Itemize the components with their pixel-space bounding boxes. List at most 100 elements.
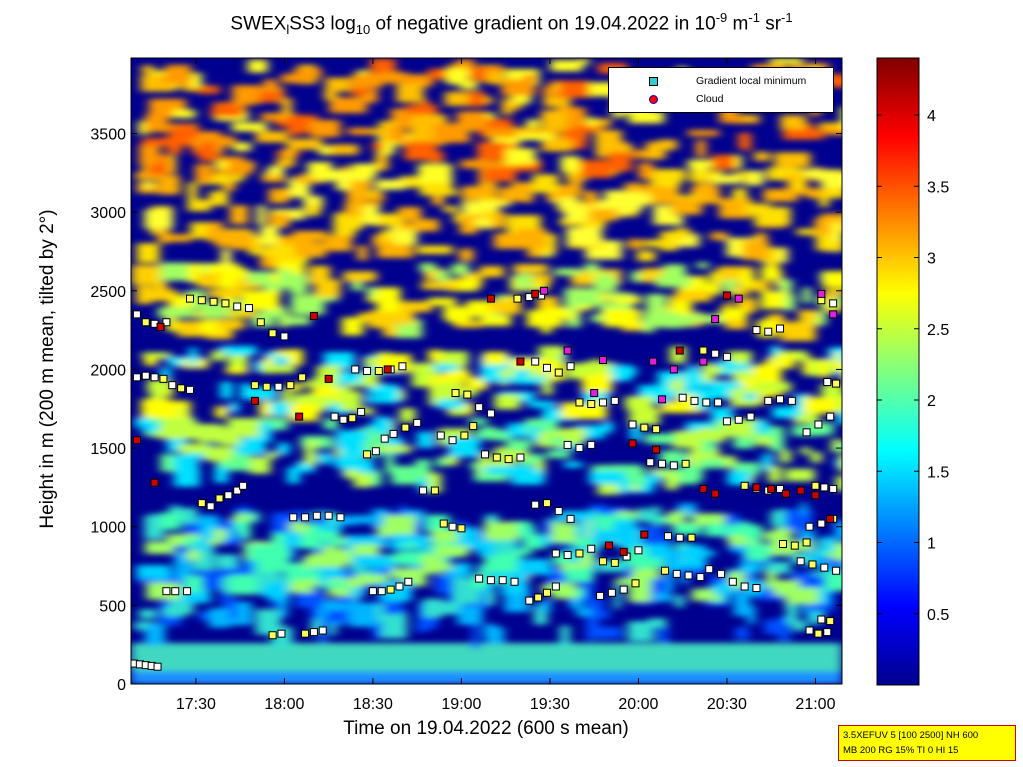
heat-cell [841, 111, 842, 130]
heat-cell [196, 424, 223, 443]
heat-cell [543, 96, 571, 108]
legend-label: Cloud [696, 93, 724, 105]
heat-cell [840, 350, 842, 364]
heat-cell [267, 451, 278, 459]
heat-cell [804, 129, 825, 140]
heat-cell [229, 401, 239, 413]
heat-cell [135, 172, 165, 181]
heat-cell [617, 529, 637, 548]
gradient-minimum-marker [209, 297, 218, 306]
heat-cell [563, 205, 580, 216]
heat-cell [649, 472, 660, 485]
heat-cell [519, 453, 544, 466]
heat-cell [380, 120, 393, 141]
heat-cell [734, 356, 748, 365]
gradient-minimum-marker [498, 576, 507, 585]
y-tick-label: 500 [99, 598, 126, 615]
heat-cell [647, 169, 686, 182]
heat-cell [822, 536, 835, 552]
heat-cell [628, 468, 646, 486]
heat-cell [739, 114, 760, 123]
heat-cell [380, 229, 397, 241]
heat-cell [341, 317, 364, 336]
gradient-minimum-marker [318, 626, 327, 635]
heat-cell [613, 296, 641, 304]
heat-cell [325, 235, 352, 252]
heat-cell [136, 565, 171, 579]
heat-cell [764, 619, 783, 635]
gradient-minimum-marker [687, 533, 696, 542]
heat-cell [344, 204, 362, 216]
heat-cell [275, 158, 296, 168]
heat-cell [658, 516, 672, 524]
heat-cell [380, 614, 408, 639]
x-axis: 17:30 18:00 18:30 19:00 19:30 20:00 20:30 21:00 [176, 58, 836, 713]
gradient-minimum-marker [711, 315, 720, 324]
heat-cell [825, 571, 842, 592]
heat-cell [753, 382, 792, 392]
heat-cell [335, 391, 344, 405]
heat-cell [656, 275, 691, 288]
gradient-minimum-marker [504, 455, 513, 464]
y-tick-label: 2500 [90, 284, 126, 301]
heat-cell [806, 188, 831, 199]
heat-cell [779, 449, 791, 463]
heat-cell [326, 538, 352, 547]
heat-cell [165, 64, 191, 82]
gradient-minimum-marker [814, 629, 823, 638]
gradient-minimum-marker [817, 615, 826, 624]
cloud-marker [486, 294, 495, 303]
gradient-minimum-marker [439, 519, 448, 528]
heat-cell [660, 231, 678, 251]
heat-cell [527, 250, 542, 258]
colorbar-tick-label: 1.5 [927, 464, 949, 481]
heat-cell [434, 545, 469, 557]
gradient-minimum-marker [371, 447, 380, 456]
heat-cell [627, 239, 643, 249]
heat-cell [753, 397, 767, 405]
heat-cell [172, 109, 196, 119]
heat-cell [147, 379, 171, 393]
heat-cell [541, 110, 568, 130]
heat-cell [702, 439, 714, 454]
heat-cell [550, 59, 583, 72]
heat-cell [691, 588, 720, 602]
gradient-minimum-marker [669, 365, 678, 374]
heat-cell [174, 454, 199, 473]
heat-cell [358, 128, 388, 135]
heat-cell [353, 574, 389, 585]
cloud-marker [781, 489, 790, 498]
gradient-minimum-marker [590, 389, 599, 398]
colorbar-tick-label: 1 [927, 536, 936, 553]
heat-cell [593, 626, 622, 639]
heat-cell [285, 569, 320, 584]
heat-cell [142, 352, 171, 359]
gradient-minimum-marker [513, 294, 522, 303]
gradient-minimum-marker [401, 423, 410, 432]
heat-cell [622, 191, 643, 212]
heat-cell [390, 533, 412, 542]
heat-cell [691, 513, 726, 526]
heat-cell [754, 232, 768, 244]
heat-cell [236, 267, 248, 277]
heat-cell [591, 465, 625, 476]
y-tick-label: 1000 [90, 520, 126, 537]
heat-cell [141, 65, 155, 73]
gradient-minimum-marker [250, 381, 259, 390]
heat-cell [602, 421, 613, 433]
heat-cell [436, 351, 469, 367]
heat-cell [372, 213, 404, 227]
heat-cell [422, 598, 444, 618]
heat-cell [770, 346, 782, 365]
gradient-minimum-marker [363, 450, 372, 459]
heat-cell [233, 243, 255, 250]
heat-cell [210, 528, 227, 540]
gradient-minimum-marker [820, 483, 829, 492]
heat-cell [260, 588, 277, 597]
heat-cell [537, 296, 559, 311]
heat-cell [747, 605, 756, 625]
heat-cell [460, 159, 490, 169]
heat-cell [510, 182, 545, 191]
heat-cell [231, 173, 245, 182]
gradient-minimum-marker [596, 591, 605, 600]
